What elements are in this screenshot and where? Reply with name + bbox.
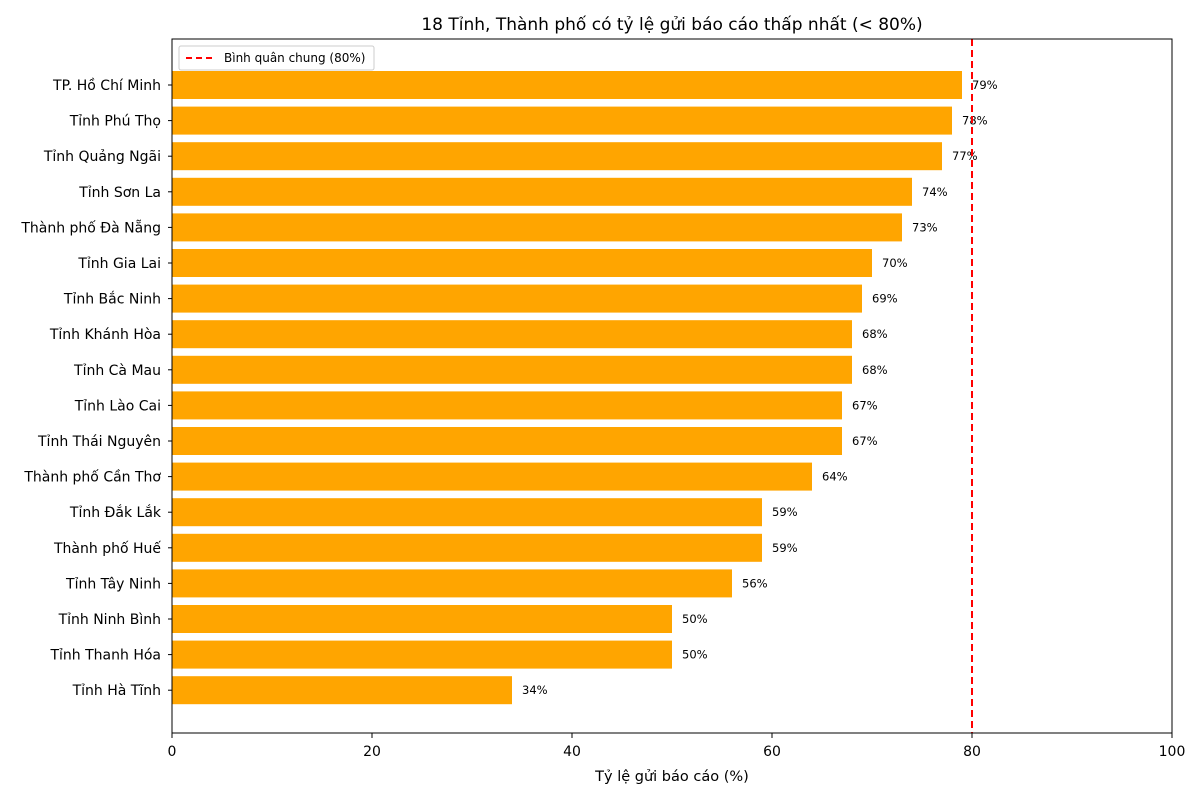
bar-value-label: 67% [852,434,878,448]
category-label: Tỉnh Đắk Lắk [69,504,162,521]
bar [172,355,852,384]
bar-value-label: 73% [912,220,938,234]
bar-value-label: 68% [862,363,888,377]
bar [172,605,672,633]
bar-value-label: 59% [772,505,798,519]
bar [172,71,962,99]
bar-value-label: 69% [872,292,898,306]
x-tick-label: 20 [363,744,381,760]
category-label: Tỉnh Sơn La [78,185,161,201]
legend-label: Bình quân chung (80%) [224,51,365,65]
bar-value-label: 67% [852,398,878,412]
x-tick-label: 40 [563,744,581,760]
legend: Bình quân chung (80%) [178,45,375,71]
bar-value-label: 50% [682,648,708,662]
bar [172,569,732,598]
chart-title: 18 Tỉnh, Thành phố có tỷ lệ gửi báo cáo … [421,14,922,35]
bar-value-label: 79% [972,78,998,92]
bar-value-label: 34% [522,683,548,697]
bar-value-label: 50% [682,612,708,626]
x-tick-label: 100 [1159,744,1186,760]
bar-value-label: 70% [882,256,908,270]
bar [172,284,862,313]
bar-value-label: 68% [862,327,888,341]
x-axis-title: Tỷ lệ gửi báo cáo (%) [594,769,749,785]
x-tick-label: 60 [763,744,781,760]
category-label: Tỉnh Phú Thọ [69,114,161,130]
bar [172,462,812,491]
category-label: Tỉnh Quảng Ngãi [43,149,161,165]
bar [172,320,852,349]
bar-value-label: 77% [952,149,978,163]
category-label: Tỉnh Lào Cai [74,398,161,414]
category-label: Thành phố Cần Thơ [23,469,161,486]
bar-value-label: 74% [922,185,948,199]
category-label: Tỉnh Gia Lai [77,256,161,272]
bar-value-label: 64% [822,470,848,484]
category-label: Thành phố Đà Nẵng [20,219,161,236]
bar-value-label: 78% [962,114,988,128]
plot-frame [171,38,1173,734]
bar [172,249,872,277]
bars-group: 79% 78% 77% 74% 73% 70% 69% 68% 68% 67% 67% 64% 59% 5… [172,71,998,705]
x-ticks-group: 0 20 40 60 80 100 [168,733,1186,760]
bar [172,391,842,420]
category-label: Tỉnh Thái Nguyên [37,434,161,450]
category-label: Tỉnh Tây Ninh [65,576,161,592]
category-labels-group: TP. Hồ Chí Minh Tỉnh Phú Thọ Tỉnh Quảng Ng… [20,77,172,699]
bar [172,498,762,527]
category-label: Tỉnh Ninh Bình [58,612,161,628]
bar [172,676,512,705]
category-label: Thành phố Huế [53,540,161,557]
category-label: Tỉnh Hà Tĩnh [72,683,161,699]
bar [172,142,942,171]
bar [172,427,842,455]
bar [172,106,952,135]
bar [172,213,902,242]
category-label: Tỉnh Thanh Hóa [49,648,161,664]
category-label: Tỉnh Bắc Ninh [63,291,161,308]
category-label: TP. Hồ Chí Minh [52,77,161,94]
bar-value-label: 59% [772,541,798,555]
x-tick-label: 80 [963,744,981,760]
category-label: Tỉnh Khánh Hòa [49,327,161,343]
bar [172,640,672,669]
bar-value-label: 56% [742,576,768,590]
x-tick-label: 0 [168,744,177,760]
legend-box [178,45,375,71]
bar [172,533,762,562]
bar [172,177,912,206]
category-label: Tỉnh Cà Mau [73,363,161,379]
